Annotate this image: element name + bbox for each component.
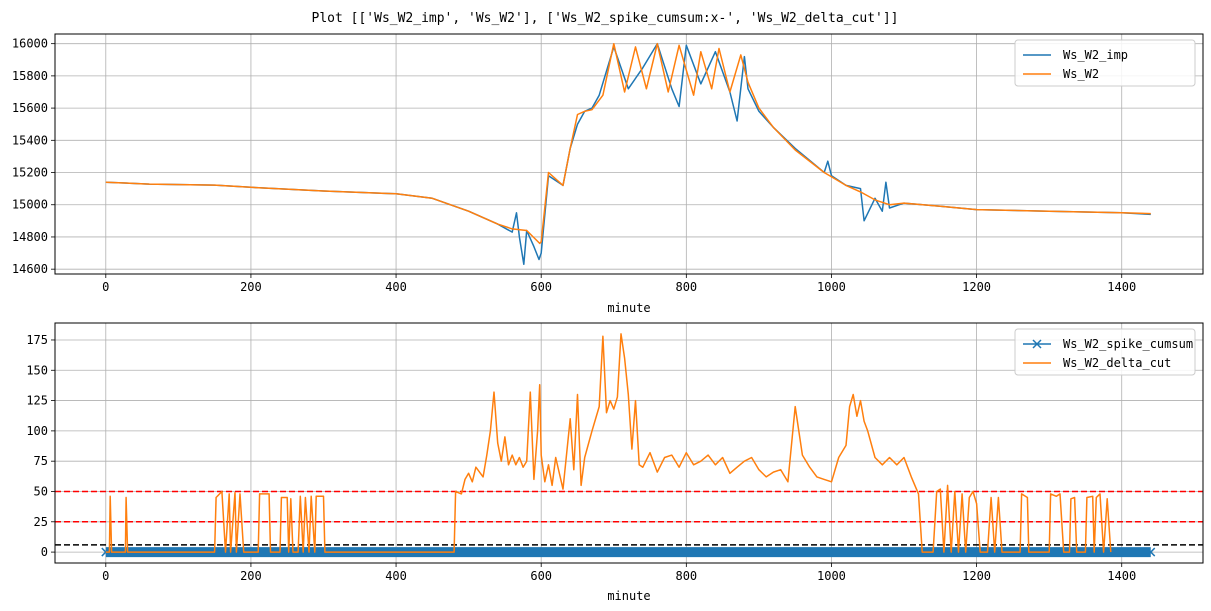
bottom-plot-legend: Ws_W2_spike_cumsum Ws_W2_delta_cut: [1014, 328, 1196, 376]
top-xtick-label: 1200: [962, 280, 991, 294]
top-plot-xlabel: minute: [607, 301, 650, 315]
bottom-legend-box: [1014, 328, 1196, 376]
bottom-xtick-label: 0: [102, 569, 109, 583]
top-ytick-label: 14800: [12, 230, 48, 244]
bottom-plot-xlabel: minute: [607, 589, 650, 603]
top-xtick-label: 600: [530, 280, 552, 294]
top-ytick-label: 15200: [12, 166, 48, 180]
top-xtick-label: 800: [675, 280, 697, 294]
bottom-ytick-label: 0: [41, 545, 48, 559]
top-legend-label: Ws_W2: [1063, 67, 1099, 81]
top-xtick-label: 1000: [817, 280, 846, 294]
top-ytick-label: 15600: [12, 101, 48, 115]
top-xtick-label: 0: [102, 280, 109, 294]
bottom-xtick-label: 200: [240, 569, 262, 583]
bottom-xtick-label: 600: [530, 569, 552, 583]
top-ytick-label: 15000: [12, 198, 48, 212]
top-ytick-label: 16000: [12, 37, 48, 51]
top-ytick-label: 15800: [12, 69, 48, 83]
bottom-ytick-label: 100: [26, 424, 48, 438]
bottom-plot: 0 200 400 600 800 1000 1200 1400 0 25 50 75 100 125 15…: [26, 322, 1204, 603]
top-ytick-label: 14600: [12, 262, 48, 276]
bottom-ytick-label: 75: [34, 454, 48, 468]
bottom-ytick-label: 150: [26, 363, 48, 377]
top-plot-ticks: 0 200 400 600 800 1000 1200 1400 14600 14800 15000…: [12, 37, 1136, 294]
bottom-xtick-label: 1200: [962, 569, 991, 583]
bottom-legend-marker: [1032, 339, 1042, 349]
bottom-plot-ticks: 0 200 400 600 800 1000 1200 1400 0 25 50 75 100 125 15…: [26, 333, 1136, 583]
top-series-ws-w2-line: [105, 42, 1151, 245]
bottom-series-ws-w2-spike-cumsum-marker: [1146, 547, 1156, 557]
top-xtick-label: 1400: [1107, 280, 1136, 294]
top-plot-series: [105, 42, 1151, 266]
bottom-plot-series: [55, 333, 1203, 558]
bottom-legend-label: Ws_W2_spike_cumsum: [1063, 337, 1193, 351]
bottom-ytick-label: 25: [34, 515, 48, 529]
top-plot-grid: [55, 34, 1203, 274]
bottom-plot-frame: [54, 322, 1204, 564]
figure-title: Plot [['Ws_W2_imp', 'Ws_W2'], ['Ws_W2_sp…: [312, 11, 899, 26]
top-plot-frame: [54, 33, 1204, 275]
top-ytick-label: 15400: [12, 133, 48, 147]
top-xtick-label: 400: [385, 280, 407, 294]
bottom-ytick-label: 50: [34, 484, 48, 498]
bottom-series-ws-w2-delta-cut-line: [105, 333, 1112, 553]
bottom-ytick-label: 175: [26, 333, 48, 347]
top-plot: 0 200 400 600 800 1000 1200 1400 14600 14800 15000…: [12, 33, 1204, 315]
top-legend-box: [1014, 39, 1196, 87]
bottom-series-ws-w2-spike-cumsum-marker: [101, 547, 111, 557]
top-plot-legend: Ws_W2_imp Ws_W2: [1014, 39, 1196, 87]
bottom-legend-label: Ws_W2_delta_cut: [1063, 356, 1171, 370]
bottom-xtick-label: 400: [385, 569, 407, 583]
bottom-xtick-label: 1400: [1107, 569, 1136, 583]
bottom-xtick-label: 800: [675, 569, 697, 583]
top-xtick-label: 200: [240, 280, 262, 294]
top-legend-label: Ws_W2_imp: [1063, 48, 1128, 62]
bottom-xtick-label: 1000: [817, 569, 846, 583]
bottom-ytick-label: 125: [26, 394, 48, 408]
